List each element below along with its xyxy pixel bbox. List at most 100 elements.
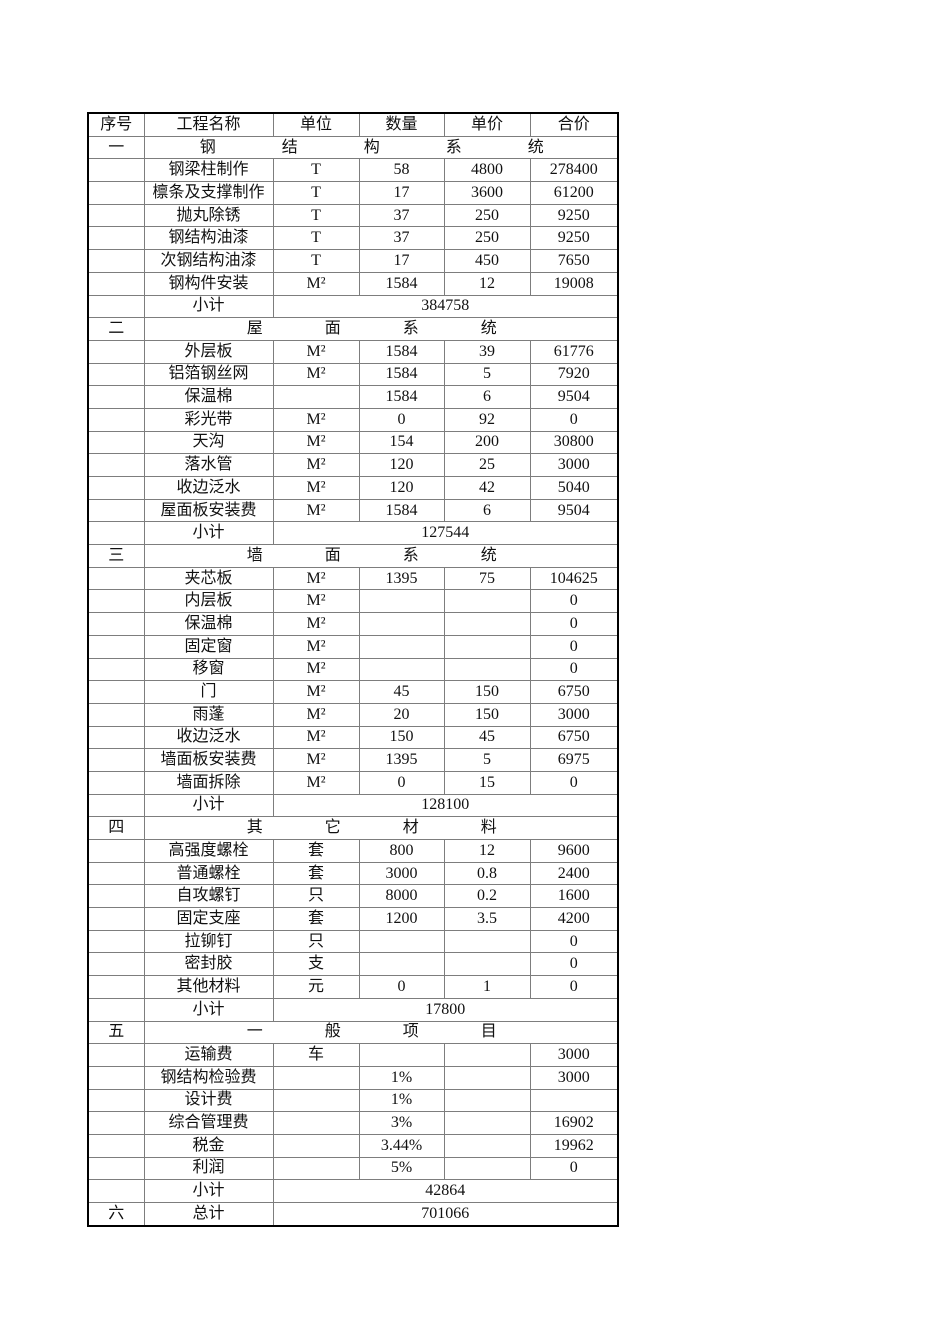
- row-no-cell: [87, 453, 145, 477]
- unit-cell: 套: [272, 839, 360, 863]
- quantity-cell: 37: [358, 226, 445, 251]
- subtotal-value-cell: 384758: [272, 294, 619, 319]
- item-name-cell: 门: [143, 680, 274, 704]
- section-header-row: 四其它材料: [87, 816, 619, 840]
- section-title-char: 系: [402, 320, 419, 338]
- total-price-cell: 19962: [529, 1133, 619, 1158]
- quantity-cell: 45: [358, 680, 445, 704]
- quantity-cell: 3%: [358, 1111, 445, 1135]
- total-price-cell: 2400: [529, 861, 619, 886]
- quantity-cell: 1584: [358, 362, 445, 387]
- unit-cell: 元: [272, 975, 360, 999]
- row-no-cell: [87, 1133, 145, 1158]
- item-row: 自攻螺钉只 8000 0.2 1600: [87, 884, 619, 909]
- quantity-cell: [358, 657, 445, 682]
- subtotal-value-cell: 128100: [272, 793, 619, 818]
- row-no-cell: [87, 294, 145, 319]
- item-row: 铝箔钢丝网 M² 1584 5 7920: [87, 362, 619, 387]
- unit-cell: T: [272, 181, 360, 205]
- unit-cell: M²: [272, 657, 360, 682]
- total-price-cell: 0: [529, 952, 619, 977]
- quantity-cell: 3.44%: [358, 1133, 445, 1158]
- item-row: 利润 5% 0: [87, 1156, 619, 1181]
- row-no-cell: [87, 407, 145, 432]
- subtotal-row: 小计 128100: [87, 793, 619, 818]
- item-name-cell: 夹芯板: [143, 566, 274, 591]
- row-no-cell: [87, 181, 145, 205]
- section-title: 屋面系统: [145, 320, 617, 338]
- item-row: 落水管 M² 120 25 3000: [87, 453, 619, 477]
- row-no-cell: [87, 975, 145, 999]
- total-price-cell: 5040: [529, 476, 619, 500]
- item-name-cell: 高强度螺栓: [143, 839, 274, 863]
- item-row: 内层板 M² 0: [87, 589, 619, 614]
- subtotal-label-cell: 小计: [143, 521, 274, 546]
- unit-price-cell: 450: [443, 249, 531, 273]
- unit-price-cell: 92: [443, 407, 531, 432]
- unit-price-cell: 39: [443, 339, 531, 364]
- quantity-cell: 120: [358, 453, 445, 477]
- row-no-cell: [87, 249, 145, 273]
- unit-price-cell: 0.8: [443, 861, 531, 886]
- quantity-cell: 1584: [358, 385, 445, 409]
- unit-cell: M²: [272, 612, 360, 636]
- row-no-cell: [87, 634, 145, 659]
- section-title-cell: 屋面系统: [143, 317, 619, 341]
- unit-price-cell: [443, 634, 531, 659]
- total-price-cell: 0: [529, 407, 619, 432]
- unit-cell: T: [272, 203, 360, 228]
- item-name-cell: 墙面板安装费: [143, 748, 274, 772]
- section-header-row: 三墙面系统: [87, 544, 619, 568]
- unit-price-cell: 6: [443, 385, 531, 409]
- subtotal-row: 小计 17800: [87, 997, 619, 1022]
- item-row: 税金 3.44% 19962: [87, 1133, 619, 1158]
- unit-cell: M²: [272, 407, 360, 432]
- item-name-cell: 拉铆钉: [143, 929, 274, 954]
- unit-cell: M²: [272, 339, 360, 364]
- item-name-cell: 保温棉: [143, 385, 274, 409]
- quantity-cell: 154: [358, 430, 445, 455]
- section-number: 四: [87, 816, 145, 840]
- item-row: 钢构件安装 M² 1584 12 19008: [87, 271, 619, 296]
- section-number: 一: [87, 135, 145, 160]
- unit-price-cell: 150: [443, 680, 531, 704]
- total-value-cell: 701066: [272, 1201, 619, 1227]
- item-name-cell: 内层板: [143, 589, 274, 614]
- unit-price-cell: 3600: [443, 181, 531, 205]
- item-row: 门 M² 45 150 6750: [87, 680, 619, 704]
- item-row: 墙面拆除 M² 0 15 0: [87, 770, 619, 795]
- item-name-cell: 税金: [143, 1133, 274, 1158]
- quantity-cell: 17: [358, 181, 445, 205]
- item-name-cell: 檩条及支撑制作: [143, 181, 274, 205]
- total-row: 六总计 701066: [87, 1201, 619, 1227]
- column-header-5: 单价: [443, 112, 531, 137]
- total-price-cell: 0: [529, 612, 619, 636]
- section-header-row: 二屋面系统: [87, 317, 619, 341]
- row-no-cell: [87, 1065, 145, 1090]
- unit-cell: 支: [272, 952, 360, 977]
- quantity-cell: 150: [358, 725, 445, 750]
- unit-cell: M²: [272, 748, 360, 772]
- row-no-cell: [87, 702, 145, 727]
- item-row: 外层板 M² 1584 39 61776: [87, 339, 619, 364]
- unit-price-cell: [443, 589, 531, 614]
- row-no-cell: [87, 385, 145, 409]
- item-name-cell: 屋面板安装费: [143, 498, 274, 523]
- unit-price-cell: [443, 1088, 531, 1113]
- section-title-char: 屋: [246, 320, 263, 338]
- quantity-cell: 0: [358, 975, 445, 999]
- item-name-cell: 彩光带: [143, 407, 274, 432]
- total-price-cell: 3000: [529, 1065, 619, 1090]
- subtotal-value-cell: 127544: [272, 521, 619, 546]
- section-title-char: 其: [246, 819, 263, 837]
- unit-cell: M²: [272, 498, 360, 523]
- item-row: 高强度螺栓套 800 12 9600: [87, 839, 619, 863]
- section-header-row: 一钢结构系统: [87, 135, 619, 160]
- unit-price-cell: 4800: [443, 158, 531, 183]
- total-price-cell: 3000: [529, 1043, 619, 1067]
- item-name-cell: 钢结构油漆: [143, 226, 274, 251]
- column-header-4: 数量: [358, 112, 445, 137]
- item-name-cell: 墙面拆除: [143, 770, 274, 795]
- quantity-cell: [358, 612, 445, 636]
- row-no-cell: [87, 339, 145, 364]
